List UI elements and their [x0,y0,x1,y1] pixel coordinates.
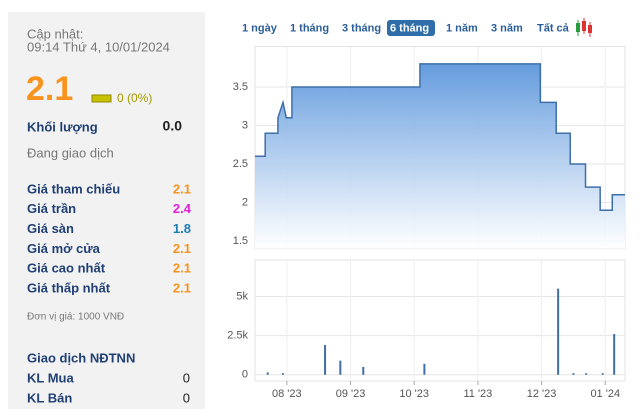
row-value: 2.1 [173,280,191,295]
volume-bar [572,373,575,375]
range-button[interactable]: 3 tháng [342,22,381,34]
volume-bar [282,373,285,375]
volume-bar [339,360,342,375]
sidebar-bg [8,12,205,409]
range-button[interactable]: 1 ngày [242,22,278,34]
volume-bar [613,334,616,375]
volume-bar [601,373,604,375]
range-button-label[interactable]: 1 năm [446,22,478,34]
flat-icon [91,94,112,103]
row-value: 2.4 [173,201,192,216]
change: 0 (0%) [117,91,152,105]
range-button-label[interactable]: 3 tháng [342,22,381,34]
row-label: Giá tham chiếu [27,181,120,196]
row-label: Giá trần [27,201,76,216]
row-label: Giá sàn [27,221,74,236]
y-tick-label: 2.5k [227,329,248,341]
row-label: Giá cao nhất [27,261,106,276]
volume: 0.0 [163,118,183,134]
row-value: 2.1 [173,181,191,196]
y-tick-label: 2 [242,196,248,208]
range-button-label[interactable]: 1 tháng [290,22,329,34]
x-tick-label: 09 '23 [336,388,366,400]
y-tick-label: 0 [242,369,248,381]
status: Đang giao dịch [27,145,114,160]
foreign-value: 0 [183,370,190,385]
volume-bar [557,288,560,375]
volume-bar [362,366,365,375]
range-button[interactable]: Tất cả [537,22,570,34]
range-button-label[interactable]: 6 tháng [390,22,429,34]
foreign-label: KL Mua [27,370,74,385]
area-fill [255,63,625,249]
x-tick-label: 12 '23 [527,388,557,400]
range-button[interactable]: 3 năm [491,22,523,34]
foreign-label: KL Bán [27,390,72,405]
volume-bar [423,363,426,375]
price-line [255,63,625,211]
row-value: 2.1 [173,241,191,256]
row-label: Giá mở cửa [27,241,101,256]
unit-note: Đơn vị giá: 1000 VNĐ [27,312,124,323]
volume-bar [324,344,327,375]
plot-frame [254,259,626,382]
row-value: 2.1 [173,261,191,276]
update-label: Cập nhật: [27,26,83,41]
range-button-bg [387,20,435,36]
price: 2.1 [26,70,73,108]
volume-bar [585,373,588,375]
update-time: 09:14 Thứ 4, 10/01/2024 [27,39,170,54]
y-tick-label: 3 [242,119,248,131]
y-tick-label: 2.5 [233,158,248,170]
range-button[interactable]: 1 năm [446,22,478,34]
x-tick-label: 11 '23 [463,388,492,400]
row-value: 1.8 [173,221,191,236]
volume-bar [266,372,269,375]
range-button-label[interactable]: 1 ngày [242,22,278,34]
range-button-label[interactable]: Tất cả [537,22,570,34]
volume-label: Khối lượng [27,119,98,134]
y-tick-label: 5k [236,290,248,302]
foreign-value: 0 [183,390,190,405]
range-button-label[interactable]: 3 năm [491,22,523,34]
candle-icon[interactable] [576,18,592,37]
y-tick-label: 1.5 [233,235,248,247]
x-tick-label: 01 '24 [590,388,620,400]
range-button[interactable]: 6 tháng [387,20,435,36]
x-tick-label: 10 '23 [399,388,429,400]
range-button[interactable]: 1 tháng [290,22,329,34]
row-label: Giá thấp nhất [27,280,111,295]
y-tick-label: 3.5 [233,81,248,93]
foreign-title: Giao dịch NĐTNN [27,350,135,365]
x-tick-label: 08 '23 [272,388,302,400]
